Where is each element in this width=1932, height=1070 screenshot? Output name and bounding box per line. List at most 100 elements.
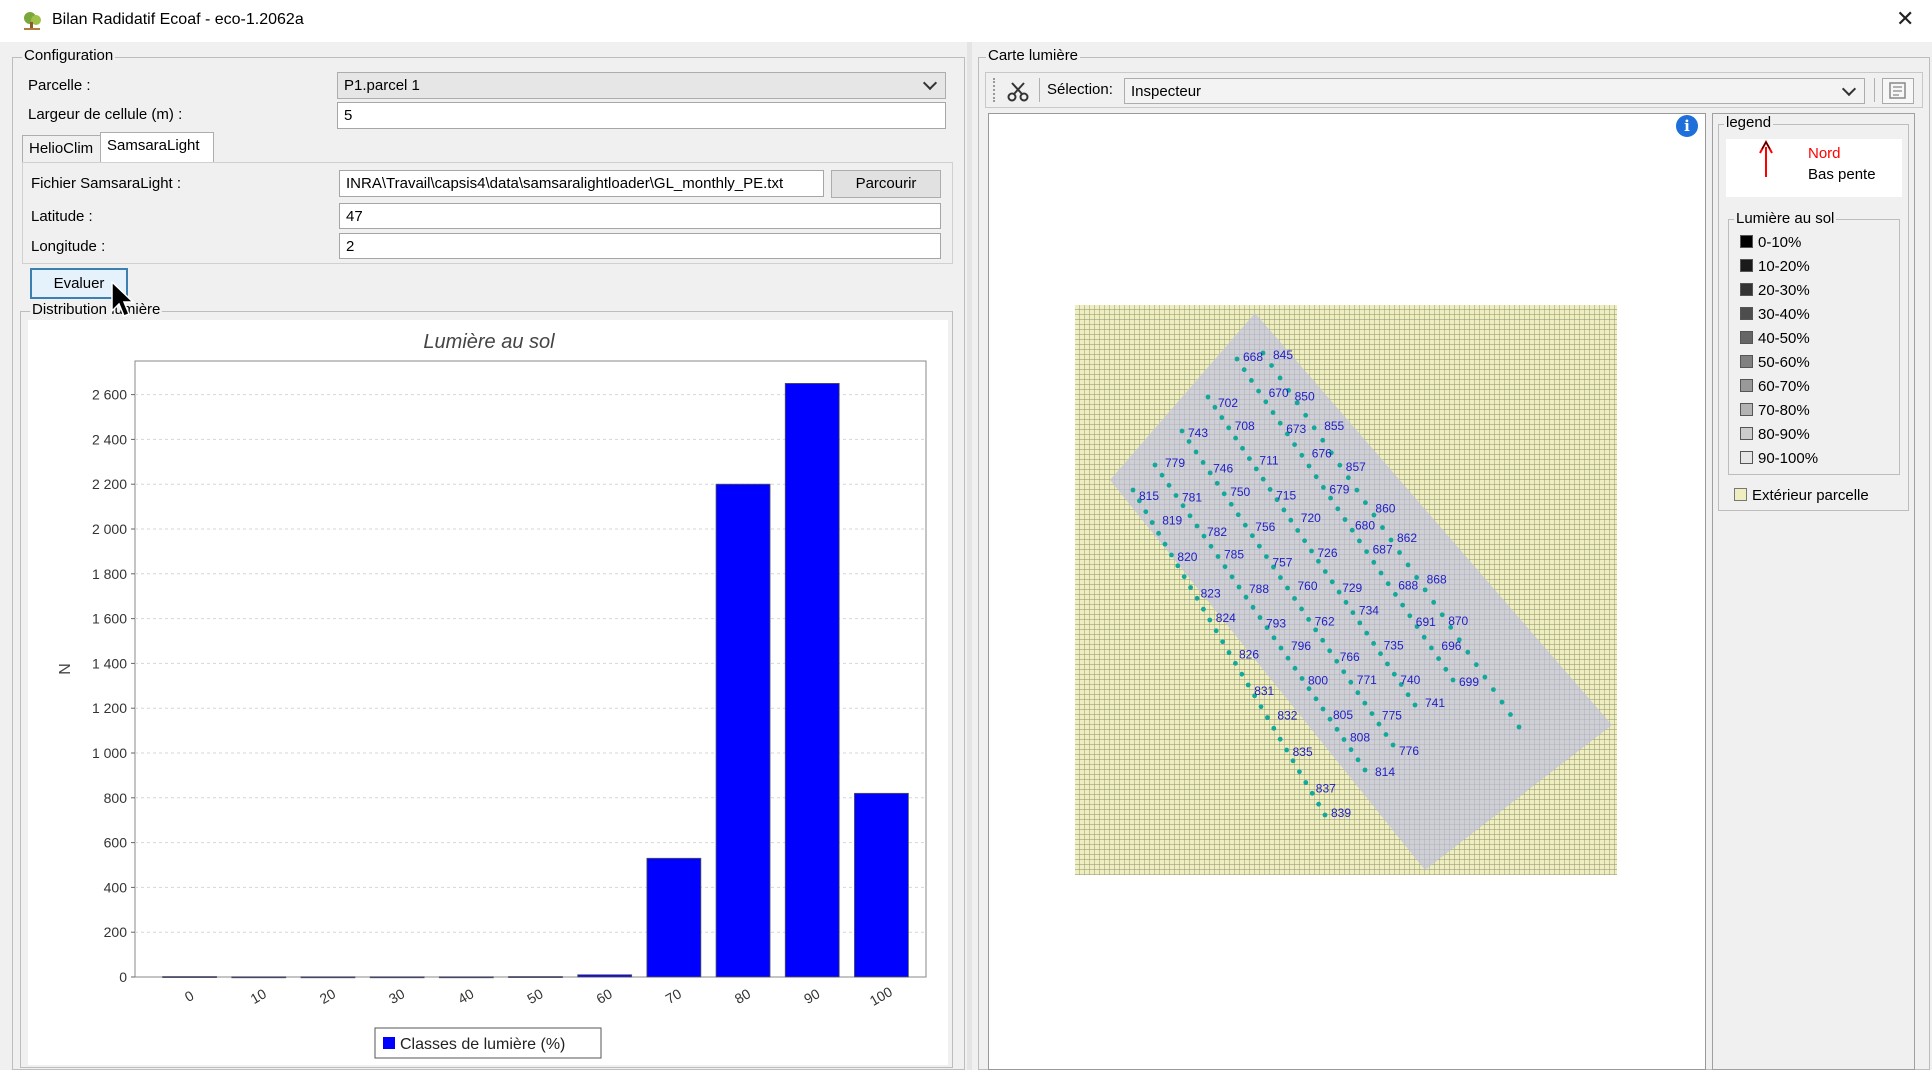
tree-marker[interactable] [1348,679,1354,685]
selection-select[interactable]: Inspecteur [1124,78,1865,104]
tree-marker[interactable] [1278,645,1284,651]
tree-marker[interactable] [1288,517,1294,523]
tree-marker[interactable] [1349,527,1355,533]
tree-marker[interactable] [1313,474,1319,480]
tree-marker[interactable] [1316,801,1321,807]
tree-marker[interactable] [1414,624,1420,629]
tree-marker[interactable] [1364,549,1369,554]
tree-marker[interactable] [1313,627,1319,633]
tree-marker[interactable] [1292,442,1297,447]
tree-marker[interactable] [1130,487,1136,493]
tree-marker[interactable] [1405,562,1411,568]
tree-marker[interactable] [1390,742,1396,748]
tree-marker[interactable] [1245,682,1251,688]
tree-marker[interactable] [1179,428,1185,434]
tree-marker[interactable] [1376,721,1382,727]
tree-marker[interactable] [1355,690,1361,696]
tree-marker[interactable] [1264,554,1269,559]
tree-marker[interactable] [1320,637,1326,643]
tree-marker[interactable] [1335,506,1341,512]
tree-marker[interactable] [1303,780,1309,785]
tree-marker[interactable] [1260,476,1266,482]
tree-marker[interactable] [1263,399,1269,405]
tree-marker[interactable] [1270,410,1276,415]
tree-marker[interactable] [1422,587,1428,593]
tree-marker[interactable] [1239,671,1245,677]
tree-marker[interactable] [1508,712,1513,717]
tree-marker[interactable] [1201,606,1206,612]
tree-marker[interactable] [1393,592,1398,597]
tree-marker[interactable] [1236,584,1242,590]
tree-marker[interactable] [1200,460,1206,465]
scissors-tool-icon[interactable] [1007,80,1029,102]
tree-marker[interactable] [1265,715,1270,720]
tree-marker[interactable] [1334,726,1340,732]
tree-marker[interactable] [1188,585,1193,590]
tree-marker[interactable] [1482,674,1488,680]
tree-marker[interactable] [1240,445,1245,451]
tree-marker[interactable] [1285,585,1290,591]
tree-marker[interactable] [1219,415,1225,420]
tree-marker[interactable] [1162,541,1168,547]
tree-marker[interactable] [1207,617,1213,623]
tree-marker[interactable] [1414,575,1419,580]
tree-marker[interactable] [1186,439,1192,444]
tree-marker[interactable] [1243,594,1249,600]
tree-marker[interactable] [1473,662,1479,668]
tree-marker[interactable] [1362,767,1368,773]
tree-marker[interactable] [1357,620,1363,626]
tree-marker[interactable] [1220,639,1225,645]
tree-marker[interactable] [1421,634,1427,640]
tree-marker[interactable] [1258,704,1264,710]
tree-marker[interactable] [1159,472,1165,478]
tree-marker[interactable] [1357,538,1362,544]
close-icon[interactable]: ✕ [1896,6,1915,31]
tree-marker[interactable] [1242,522,1248,528]
tree-marker[interactable] [1491,687,1496,692]
tree-marker[interactable] [1187,513,1193,519]
tree-marker[interactable] [1443,666,1449,672]
tree-marker[interactable] [1286,388,1291,393]
cell-width-input[interactable]: 5 [337,102,946,129]
latitude-input[interactable]: 47 [339,203,941,229]
tree-marker[interactable] [1233,435,1238,441]
tree-marker[interactable] [1354,487,1360,493]
tree-marker[interactable] [1355,757,1361,763]
tree-marker[interactable] [1205,394,1211,400]
tree-marker[interactable] [1274,497,1280,503]
tree-marker[interactable] [1369,711,1375,716]
tree-marker[interactable] [1269,363,1274,368]
tree-marker[interactable] [1194,595,1200,601]
tree-marker[interactable] [1229,574,1235,580]
tree-marker[interactable] [1343,599,1349,605]
tree-marker[interactable] [1436,656,1441,661]
tree-marker[interactable] [1320,437,1326,443]
tree-marker[interactable] [1398,682,1404,687]
tree-marker[interactable] [1137,498,1142,504]
tree-marker[interactable] [1281,507,1287,513]
tree-marker[interactable] [1264,625,1270,631]
tree-marker[interactable] [1337,462,1343,468]
tree-marker[interactable] [1328,450,1334,456]
tree-marker[interactable] [1405,692,1411,698]
tree-marker[interactable] [1383,732,1389,737]
tree-marker[interactable] [1299,606,1304,612]
tree-marker[interactable] [1156,530,1161,536]
tree-marker[interactable] [1284,747,1289,753]
tree-marker[interactable] [1321,485,1326,490]
tree-marker[interactable] [1412,702,1418,708]
tree-marker[interactable] [1306,463,1312,469]
tree-marker[interactable] [1169,552,1174,558]
tree-marker[interactable] [1256,388,1261,394]
tree-marker[interactable] [1363,500,1368,505]
tree-marker[interactable] [1302,538,1307,544]
tree-marker[interactable] [1277,375,1283,381]
tree-marker[interactable] [1322,569,1328,574]
tree-marker[interactable] [1362,700,1368,706]
file-path-input[interactable]: INRA\Travail\capsis4\data\samsaralightlo… [339,170,824,197]
tree-marker[interactable] [1465,649,1471,655]
tree-marker[interactable] [1271,725,1277,731]
tree-marker[interactable] [1260,350,1266,356]
tree-marker[interactable] [1350,610,1356,615]
tree-marker[interactable] [1226,650,1232,655]
